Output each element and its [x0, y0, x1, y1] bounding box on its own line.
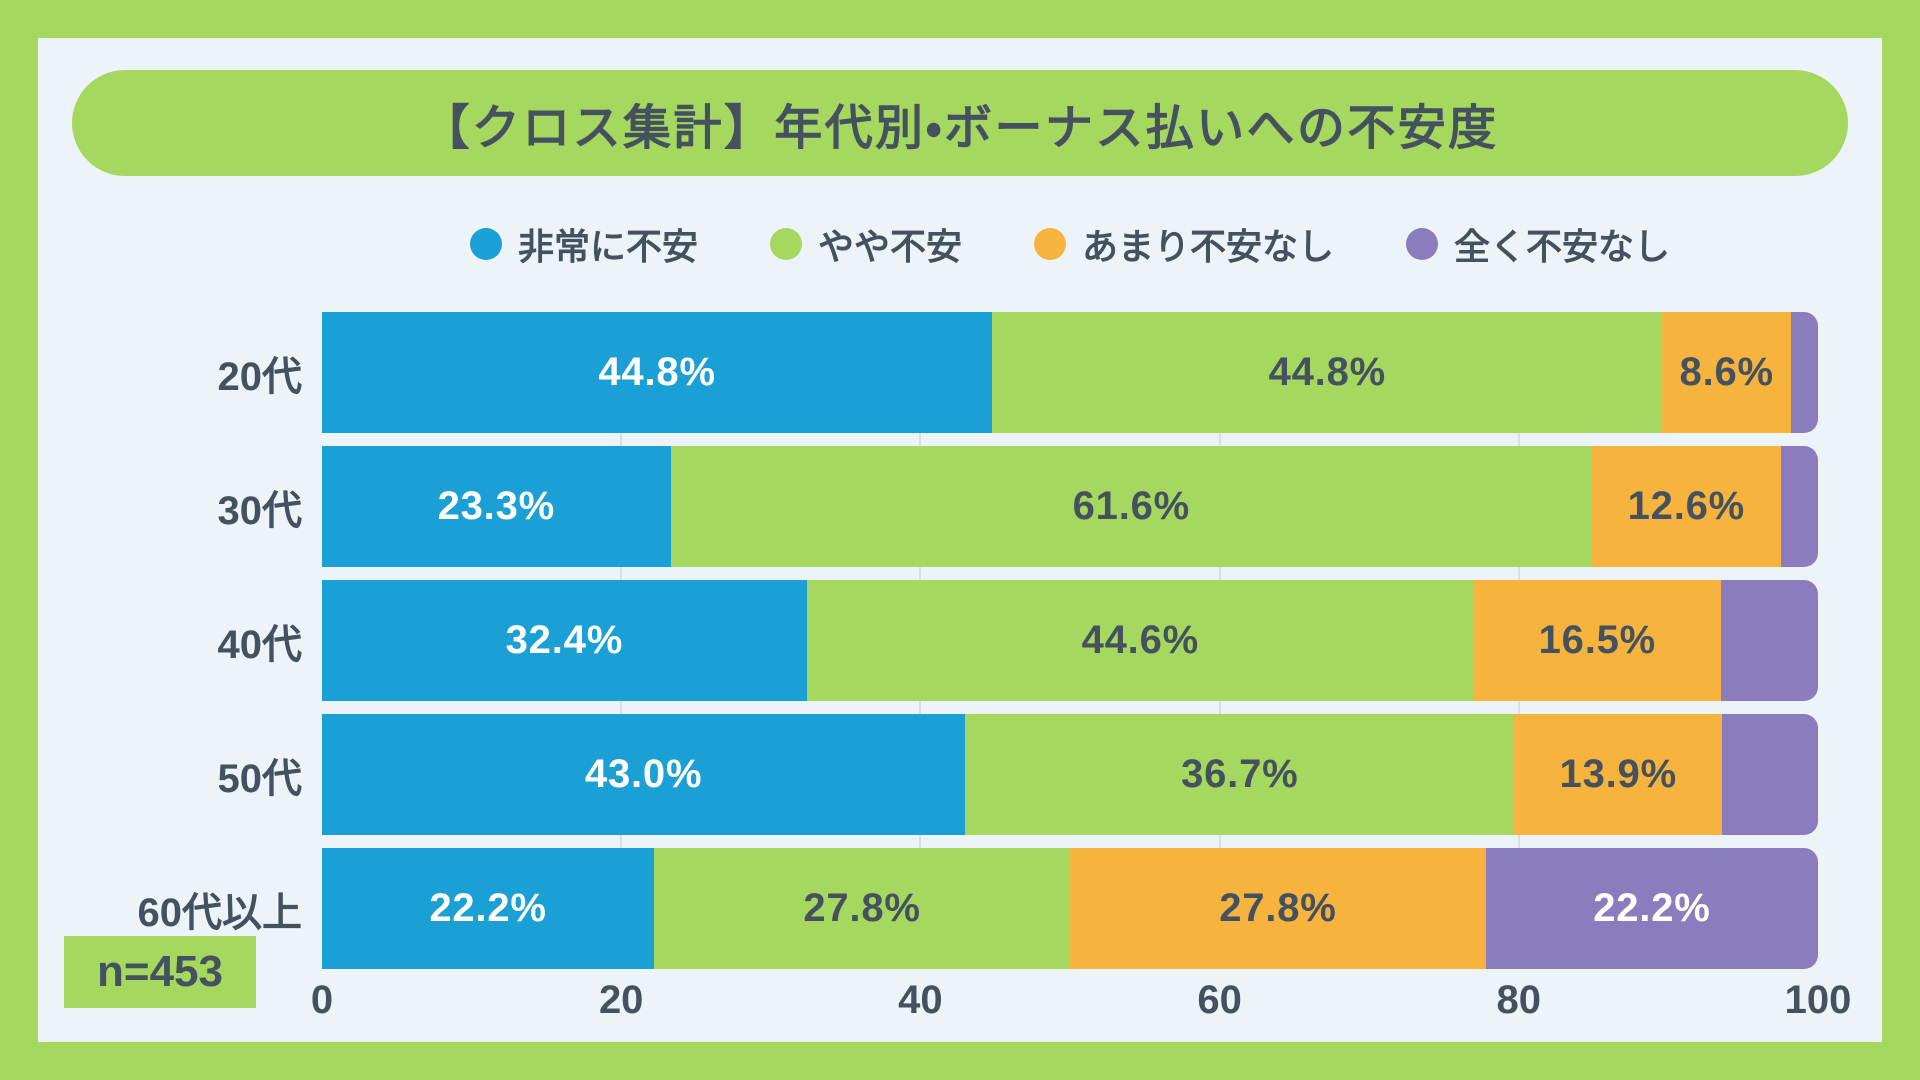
category-label: 20代 [217, 354, 303, 399]
bar-segment: 16.5% [1473, 580, 1721, 701]
bar-segment: 61.6% [670, 446, 1593, 567]
bar-segment: 27.8% [1069, 848, 1486, 969]
segment-value-label: 44.8% [598, 350, 716, 394]
category-label: 60代以上 [137, 890, 303, 935]
chart-legend: 非常に不安 やや不安 あまり不安なし 全く不安なし [322, 220, 1818, 268]
segment-value-label: 36.7% [1181, 752, 1299, 796]
bar-row: 44.8% 44.8% 8.6% [322, 312, 1818, 433]
bar-segment [1722, 714, 1818, 835]
legend-item-label: やや不安 [817, 226, 962, 267]
legend-swatch-icon [1406, 228, 1439, 260]
sample-size-label: n=453 [97, 947, 223, 996]
legend-item: やや不安 [769, 218, 962, 270]
bar-row: 32.4% 44.6% 16.5% [322, 580, 1818, 701]
legend-item-label: 全く不安なし [1454, 226, 1671, 267]
segment-value-label: 22.2% [1593, 886, 1711, 930]
bar-segment [1720, 580, 1818, 701]
bar-segment: 22.2% [322, 848, 655, 969]
segment-value-label: 44.6% [1081, 618, 1200, 662]
bar-segment: 22.2% [1485, 848, 1818, 969]
legend-swatch-icon [769, 228, 802, 260]
x-axis-tick-label: 0 [310, 978, 334, 1022]
segment-value-label: 43.0% [584, 752, 703, 796]
legend-swatch-icon [1034, 228, 1066, 260]
bar-segment [1791, 312, 1818, 433]
segment-value-label: 27.8% [803, 886, 921, 930]
legend-item-label: 非常に不安 [517, 226, 698, 267]
page-title: 【クロス集計】年代別・ボーナス払いへの不安度 [421, 102, 1499, 155]
segment-value-label: 16.5% [1538, 618, 1657, 662]
bar-segment: 44.8% [992, 312, 1663, 433]
segment-value-label: 32.4% [505, 618, 624, 662]
x-axis-tick-label: 40 [898, 978, 943, 1022]
bar-segment: 43.0% [322, 714, 966, 835]
segment-value-label: 27.8% [1219, 886, 1337, 930]
segment-value-label: 23.3% [437, 484, 555, 528]
legend-item: あまり不安なし [1034, 218, 1334, 270]
legend-swatch-icon [469, 228, 502, 260]
segment-value-label: 8.6% [1679, 350, 1774, 394]
bar-segment: 23.3% [322, 446, 671, 567]
legend-item: 全く不安なし [1406, 218, 1670, 270]
bar-segment: 8.6% [1662, 312, 1792, 433]
x-axis-tick-label: 100 [1784, 978, 1852, 1022]
bar-row: 43.0% 36.7% 13.9% [322, 714, 1818, 835]
bar-segment [1780, 446, 1818, 567]
bar-row: 22.2% 27.8% 27.8% 22.2% [322, 848, 1818, 969]
segment-value-label: 13.9% [1559, 752, 1677, 796]
bar-segment: 36.7% [965, 714, 1515, 835]
category-label: 40代 [217, 622, 303, 667]
x-axis-tick-label: 20 [598, 978, 644, 1022]
legend-item-label: あまり不安なし [1082, 226, 1335, 267]
bar-row: 23.3% 61.6% 12.6% [322, 446, 1818, 567]
category-label: 30代 [217, 488, 303, 533]
plot-area: 44.8% 44.8% 8.6% 23.3% 61.6% 12.6% 32.4% 44.6% 1… [322, 312, 1818, 969]
sample-size-badge: n=453 [64, 936, 256, 1008]
bar-segment: 32.4% [322, 580, 807, 701]
bar-segment: 12.6% [1592, 446, 1781, 567]
bar-segment: 44.8% [322, 312, 993, 433]
bar-segment: 27.8% [654, 848, 1070, 969]
bar-segment: 13.9% [1514, 714, 1723, 835]
x-axis-tick-label: 60 [1197, 978, 1242, 1022]
segment-value-label: 44.8% [1268, 350, 1387, 394]
chart-title-pill: 【クロス集計】年代別・ボーナス払いへの不安度 [72, 70, 1848, 176]
segment-value-label: 12.6% [1627, 484, 1746, 528]
segment-value-label: 22.2% [429, 886, 547, 930]
bar-segment: 44.6% [806, 580, 1474, 701]
category-label: 50代 [217, 756, 303, 801]
segment-value-label: 61.6% [1072, 484, 1191, 528]
legend-item: 非常に不安 [469, 218, 698, 270]
x-axis-tick-label: 80 [1496, 978, 1542, 1022]
